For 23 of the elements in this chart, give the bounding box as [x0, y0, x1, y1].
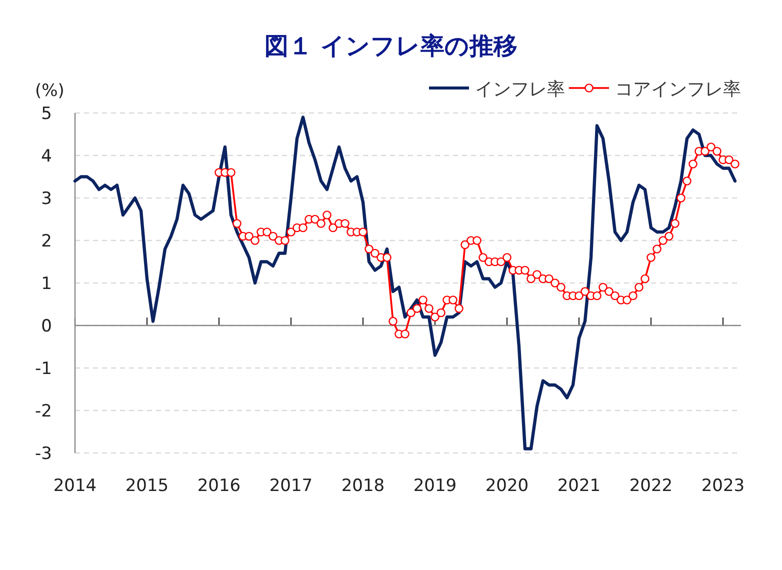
x-tick-label: 2017	[269, 476, 313, 496]
x-tick-label: 2018	[341, 476, 385, 496]
x-tick-label: 2022	[629, 476, 673, 496]
y-tick-label: -3	[35, 444, 52, 464]
x-tick-label: 2020	[485, 476, 529, 496]
x-tick-label: 2016	[197, 476, 241, 496]
legend-label: コアインフレ率	[615, 79, 741, 100]
y-tick-label: 3	[41, 189, 52, 209]
x-tick-label: 2015	[125, 476, 169, 496]
x-tick-label: 2019	[413, 476, 457, 496]
legend-label: インフレ率	[475, 79, 565, 100]
y-tick-label: -2	[35, 402, 52, 422]
y-tick-label: 1	[41, 274, 52, 294]
y-tick-label: -1	[35, 359, 52, 379]
x-tick-label: 2023	[701, 476, 745, 496]
x-tick-label: 2014	[53, 476, 97, 496]
y-axis-title: (%)	[35, 81, 64, 101]
y-tick-label: 2	[41, 232, 52, 252]
y-tick-label: 0	[41, 316, 52, 336]
y-tick-label: 5	[41, 104, 52, 124]
y-tick-label: 4	[41, 146, 52, 166]
chart-title: 図１ インフレ率の推移	[264, 32, 518, 60]
x-tick-label: 2021	[557, 476, 601, 496]
